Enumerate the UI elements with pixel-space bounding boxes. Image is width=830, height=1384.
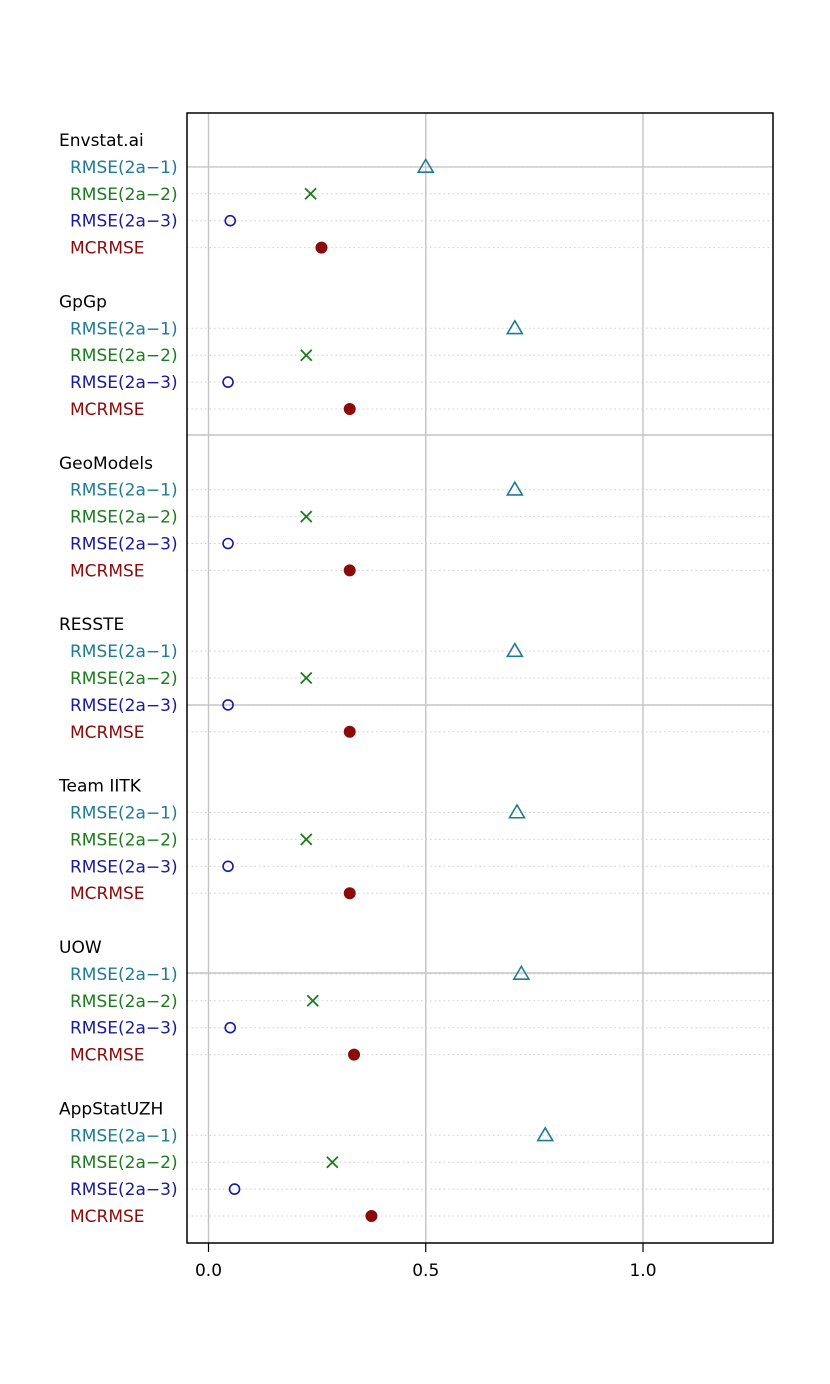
- marks-layer: [222, 157, 555, 1222]
- metric-label: RMSE(2a−1): [70, 481, 178, 501]
- metric-label: RMSE(2a−3): [70, 1180, 178, 1200]
- point-cross-stroke: [326, 1156, 339, 1169]
- metric-label: RMSE(2a−2): [70, 508, 178, 528]
- dots-layer: [187, 166, 773, 1217]
- metric-label: RMSE(2a−3): [70, 696, 178, 716]
- group-label: Team IITK: [58, 777, 142, 797]
- metric-label: RMSE(2a−1): [70, 158, 178, 178]
- metric-label: RMSE(2a−3): [70, 373, 178, 393]
- point-filled-circle: [343, 564, 356, 577]
- metric-label: MCRMSE: [70, 1046, 145, 1066]
- group-label: UOW: [59, 938, 102, 958]
- group-label: GeoModels: [59, 454, 153, 474]
- point-cross: [304, 187, 317, 200]
- point-triangle: [505, 319, 524, 335]
- point-cross: [326, 1156, 339, 1169]
- metric-label: RMSE(2a−3): [70, 857, 178, 877]
- metric-label: MCRMSE: [70, 400, 145, 420]
- x-tick-label: 0.0: [195, 1261, 222, 1281]
- point-open-circle: [224, 214, 237, 227]
- group-label: AppStatUZH: [59, 1099, 163, 1119]
- point-filled-circle: [343, 887, 356, 900]
- metric-label: RMSE(2a−3): [70, 212, 178, 232]
- grid-layer: [187, 113, 773, 1243]
- point-cross-stroke: [306, 994, 319, 1007]
- metric-label: MCRMSE: [70, 884, 145, 904]
- point-cross-stroke: [300, 510, 313, 523]
- metric-label: MCRMSE: [70, 561, 145, 581]
- point-filled-circle: [315, 241, 328, 254]
- point-cross: [300, 671, 313, 685]
- group-label: Envstat.ai: [59, 131, 144, 151]
- metric-label: RMSE(2a−2): [70, 992, 178, 1012]
- point-filled-circle: [348, 1048, 361, 1061]
- point-cross: [306, 994, 319, 1007]
- group-label: RESSTE: [59, 615, 124, 635]
- metric-label: RMSE(2a−1): [70, 804, 178, 824]
- metric-label: MCRMSE: [70, 1207, 145, 1227]
- point-open-circle: [222, 860, 234, 873]
- labels-layer: Envstat.ai RMSE(2a−1) RMSE(2a−2) RMSE(2a−3)…: [58, 131, 178, 1227]
- metric-label: RMSE(2a−2): [70, 830, 178, 850]
- point-open-circle: [228, 1183, 241, 1195]
- x-tick-label: 1.0: [629, 1261, 656, 1281]
- point-triangle: [505, 642, 524, 658]
- point-cross-stroke: [300, 671, 313, 685]
- metric-label: RMSE(2a−2): [70, 1153, 178, 1173]
- metric-label: MCRMSE: [70, 723, 145, 743]
- point-triangle: [536, 1126, 555, 1142]
- point-cross: [300, 510, 313, 523]
- metric-label: RMSE(2a−3): [70, 535, 178, 555]
- metric-label: RMSE(2a−1): [70, 642, 178, 662]
- point-triangle: [416, 157, 435, 173]
- x-tick-label: 0.5: [412, 1261, 439, 1281]
- point-open-circle: [222, 376, 234, 388]
- point-cross-stroke: [304, 187, 317, 200]
- metric-label: RMSE(2a−1): [70, 319, 178, 339]
- metric-label: RMSE(2a−3): [70, 1019, 178, 1039]
- metric-label: RMSE(2a−1): [70, 965, 178, 985]
- point-triangle: [505, 480, 524, 496]
- x-axis: 0.00.51.01.52.02.5: [195, 1243, 657, 1281]
- metric-label: MCRMSE: [70, 239, 145, 259]
- point-filled-circle: [343, 725, 356, 738]
- metric-label: RMSE(2a−2): [70, 185, 178, 205]
- metric-label: RMSE(2a−1): [70, 1126, 178, 1146]
- point-filled-circle: [365, 1210, 378, 1222]
- point-cross-stroke: [300, 833, 313, 846]
- point-triangle: [512, 964, 531, 980]
- point-open-circle: [222, 699, 234, 711]
- point-cross-stroke: [300, 349, 313, 362]
- point-cross: [300, 349, 313, 362]
- metric-label: RMSE(2a−2): [70, 669, 178, 689]
- point-open-circle: [224, 1021, 237, 1034]
- point-filled-circle: [343, 403, 356, 415]
- point-open-circle: [222, 537, 234, 550]
- point-cross: [300, 833, 313, 846]
- group-label: GpGp: [59, 292, 107, 312]
- point-triangle: [508, 803, 526, 819]
- plot-frame: [186, 112, 774, 1244]
- metric-label: RMSE(2a−2): [70, 346, 178, 366]
